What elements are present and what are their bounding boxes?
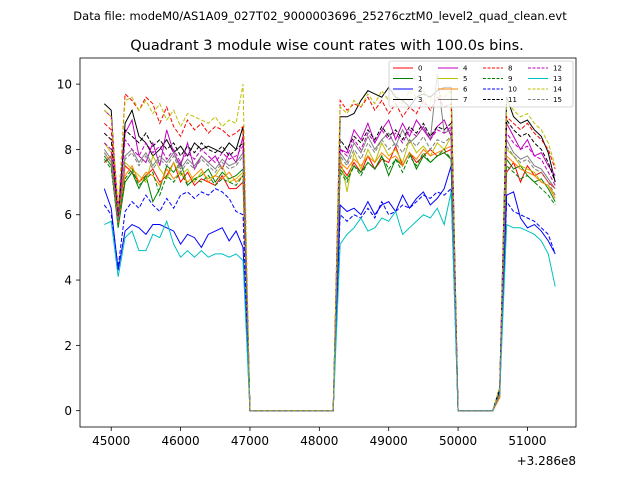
legend-label-3: 3: [418, 96, 422, 104]
legend-label-11: 11: [508, 96, 517, 104]
x-tick-label: 48000: [300, 434, 338, 448]
x-tick-label: 47000: [231, 434, 269, 448]
series-line-15: [103, 135, 556, 412]
legend-label-9: 9: [508, 75, 512, 83]
x-offset-label: +3.286e8: [517, 454, 576, 468]
chart-suptitle: Data file: modeM0/AS1A09_027T02_90000036…: [73, 9, 567, 23]
legend-label-13: 13: [553, 75, 562, 83]
x-axis: 45000 46000 47000 48000 49000 50000 51000: [92, 427, 547, 448]
y-tick-label: 2: [64, 339, 72, 353]
legend-label-7: 7: [463, 96, 467, 104]
y-tick-label: 8: [64, 143, 72, 157]
legend-label-4: 4: [463, 65, 468, 73]
chart-title: Quadrant 3 module wise count rates with …: [130, 38, 524, 54]
axes-frame: [79, 57, 577, 428]
x-tick-label: 46000: [161, 434, 199, 448]
y-axis: 0 2 4 6 8 10: [57, 78, 80, 418]
y-tick-label: 6: [64, 208, 72, 222]
x-tick-label: 51000: [508, 434, 546, 448]
legend-label-12: 12: [553, 65, 562, 73]
legend-label-5: 5: [463, 75, 467, 83]
legend-label-0: 0: [418, 65, 422, 73]
x-tick-label: 49000: [370, 434, 408, 448]
legend-label-14: 14: [553, 86, 562, 94]
x-tick-label: 45000: [92, 434, 130, 448]
series-line-12: [103, 125, 556, 412]
y-tick-label: 4: [64, 274, 72, 288]
legend-label-1: 1: [418, 75, 422, 83]
legend-label-8: 8: [508, 65, 512, 73]
legend-label-6: 6: [463, 86, 468, 94]
legend-label-15: 15: [553, 96, 562, 104]
legend-frame: [388, 60, 574, 108]
y-tick-label: 0: [64, 404, 72, 418]
legend-label-2: 2: [418, 86, 422, 94]
legend-label-10: 10: [508, 86, 517, 94]
x-tick-label: 50000: [439, 434, 477, 448]
y-tick-label: 10: [57, 78, 72, 92]
plot-lines: [103, 74, 556, 412]
